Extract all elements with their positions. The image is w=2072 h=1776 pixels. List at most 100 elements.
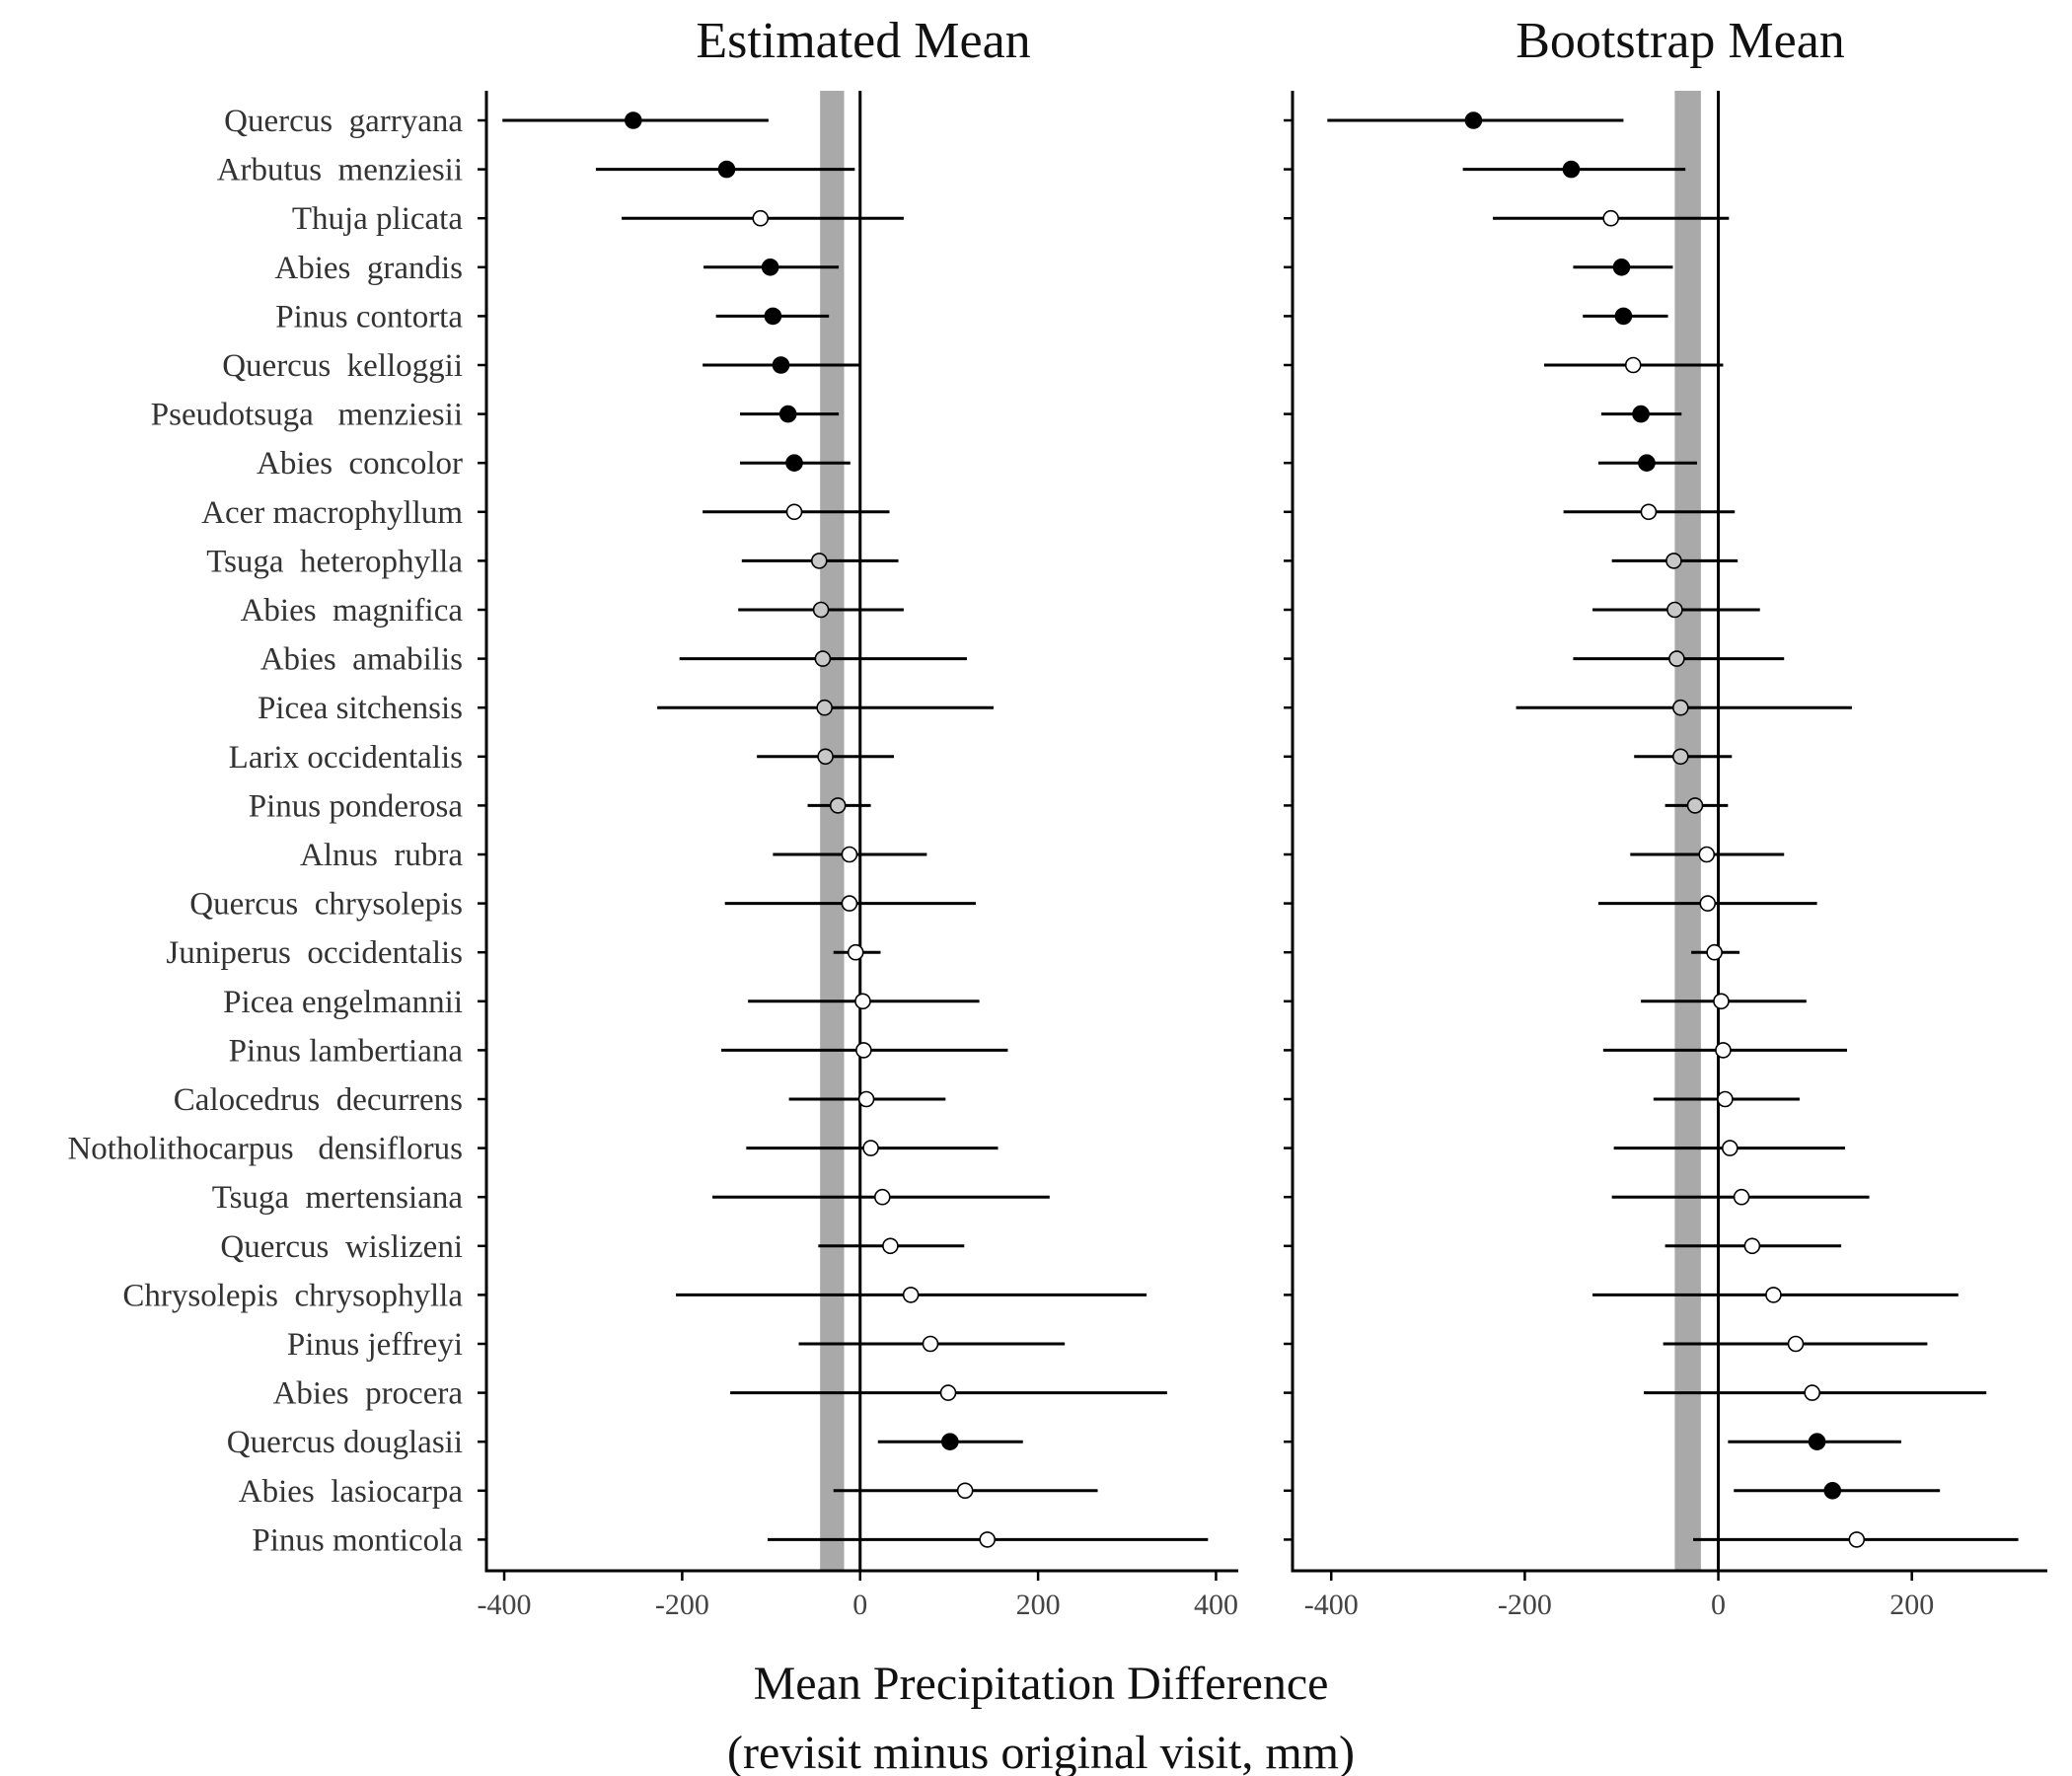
point-estimate	[1638, 454, 1656, 473]
point-estimate	[1808, 1433, 1826, 1450]
reference-band	[1674, 91, 1701, 1571]
point-estimate	[956, 1482, 974, 1500]
species-label: Abies procera	[273, 1376, 464, 1412]
x-tick-label: 200	[1016, 1589, 1061, 1621]
point-estimate	[764, 307, 782, 326]
species-label: Pinus monticola	[252, 1522, 463, 1558]
point-estimate	[855, 1042, 872, 1059]
point-estimate	[979, 1531, 996, 1548]
species-labels: Quercus garryana Arbutus menziesii Thuja p…	[67, 104, 463, 1558]
x-tick-label: -200	[655, 1589, 709, 1621]
point-estimate	[829, 797, 847, 814]
species-label: Pseudotsuga menziesii	[151, 398, 463, 433]
point-estimate	[785, 503, 803, 521]
point-estimate	[1743, 1237, 1761, 1255]
point-estimate	[873, 1188, 891, 1206]
species-label: Pinus ponderosa	[249, 788, 464, 824]
species-label: Picea sitchensis	[258, 691, 463, 726]
x-axis-title-line-2: (revisit minus original visit, mm)	[727, 1727, 1355, 1776]
species-label: Alnus rubra	[300, 838, 463, 873]
species-label: Notholithocarpus densiflorus	[67, 1132, 463, 1167]
panel-title-bootstrap-mean: Bootstrap Mean	[1516, 13, 1845, 69]
point-estimate	[717, 160, 736, 179]
point-estimate	[817, 748, 834, 766]
point-estimate	[1612, 258, 1631, 276]
species-label: Abies amabilis	[260, 642, 463, 678]
point-estimate	[814, 650, 832, 667]
point-estimate	[816, 699, 833, 716]
point-estimate	[1713, 993, 1730, 1010]
point-estimate	[1671, 699, 1689, 716]
point-estimate	[1765, 1287, 1782, 1303]
point-estimate	[902, 1287, 920, 1303]
point-estimate	[1640, 503, 1658, 521]
species-label: Pinus lambertiana	[229, 1033, 464, 1069]
point-estimate	[1665, 553, 1682, 569]
point-estimate	[847, 943, 864, 961]
point-estimate	[772, 356, 790, 374]
point-estimate	[1733, 1188, 1750, 1206]
panel-bootstrap-mean: Bootstrap Mean -400 -200 0 200	[1284, 13, 2047, 1621]
point-estimate	[778, 405, 797, 423]
species-label: Quercus douglasii	[227, 1425, 463, 1460]
point-estimate	[1666, 601, 1683, 619]
point-estimate	[941, 1433, 959, 1450]
species-label: Thuja plicata	[292, 201, 464, 237]
point-estimate	[1698, 846, 1716, 863]
point-estimate	[1624, 356, 1642, 374]
point-estimate	[1823, 1482, 1842, 1500]
species-label: Abies magnifica	[241, 593, 464, 629]
species-label: Acer macrophyllum	[201, 495, 463, 531]
x-tick-label: 200	[1889, 1589, 1934, 1621]
point-estimate	[857, 1090, 875, 1108]
species-label: Abies grandis	[274, 251, 463, 286]
point-estimate	[854, 993, 871, 1010]
point-estimate	[761, 258, 779, 276]
x-axis-title-line-1: Mean Precipitation Difference	[754, 1658, 1329, 1710]
x-tick-label: -200	[1498, 1589, 1552, 1621]
point-estimate	[1699, 895, 1717, 912]
species-label: Calocedrus decurrens	[174, 1082, 463, 1118]
species-label: Quercus chrysolepis	[189, 887, 463, 923]
point-estimate	[1706, 943, 1723, 961]
species-label: Tsuga heterophylla	[206, 544, 463, 579]
species-label: Arbutus menziesii	[217, 153, 463, 188]
point-estimate	[1722, 1140, 1739, 1156]
x-tick-label: 400	[1194, 1589, 1238, 1621]
species-label: Pinus contorta	[275, 299, 463, 334]
species-label: Quercus kelloggii	[222, 348, 463, 384]
point-estimate	[862, 1140, 879, 1156]
species-label: Quercus wislizeni	[220, 1229, 463, 1265]
species-label: Tsuga mertensiana	[212, 1180, 464, 1216]
x-tick-label: -400	[478, 1589, 532, 1621]
species-label: Picea engelmannii	[223, 985, 463, 1020]
point-estimate	[785, 454, 803, 473]
species-label: Quercus garryana	[224, 104, 463, 139]
point-estimate	[1464, 111, 1483, 129]
point-estimate	[1717, 1090, 1734, 1108]
point-estimate	[1562, 160, 1581, 179]
panel-title-estimated-mean: Estimated Mean	[696, 13, 1030, 69]
panel-estimated-mean: Estimated Mean -400 -200 0 200 400	[478, 13, 1238, 1621]
point-estimate	[1602, 209, 1619, 227]
point-estimate	[752, 209, 770, 227]
x-tick-label: -400	[1304, 1589, 1359, 1621]
point-estimate	[922, 1335, 939, 1353]
species-label: Larix occidentalis	[229, 740, 463, 776]
point-estimate	[810, 553, 828, 569]
point-estimate	[1614, 307, 1633, 326]
species-label: Abies lasiocarpa	[239, 1474, 464, 1510]
point-estimate	[812, 601, 830, 619]
x-tick-label: 0	[1711, 1589, 1726, 1621]
species-label: Abies concolor	[257, 446, 463, 481]
point-estimate	[1668, 650, 1685, 667]
point-estimate	[1787, 1335, 1805, 1353]
point-estimate	[939, 1384, 957, 1401]
x-tick-label: 0	[852, 1589, 867, 1621]
point-estimate	[841, 846, 858, 863]
species-label: Chrysolepis chrysophylla	[122, 1278, 463, 1313]
point-estimate	[624, 111, 642, 129]
point-estimate	[1686, 797, 1704, 814]
point-estimate	[1671, 748, 1689, 766]
